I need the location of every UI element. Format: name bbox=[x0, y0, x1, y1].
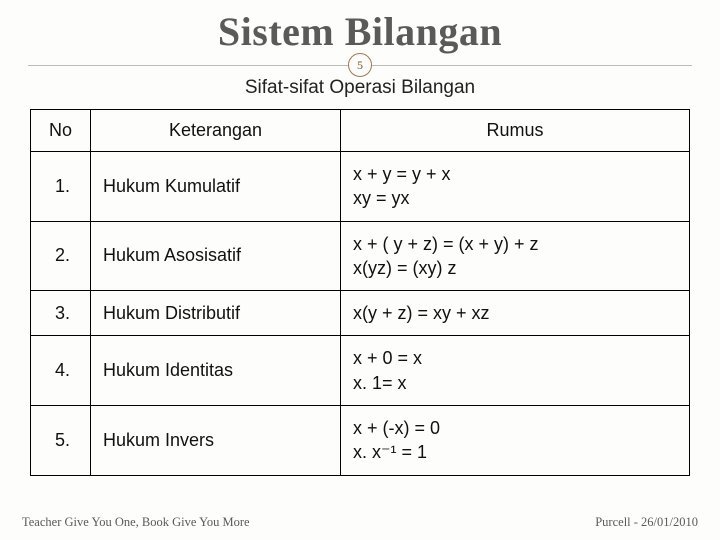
cell-rumus: x(y + z) = xy + xz bbox=[341, 291, 690, 336]
cell-keterangan: Hukum Identitas bbox=[91, 336, 341, 406]
cell-keterangan: Hukum Invers bbox=[91, 406, 341, 476]
col-header-keterangan: Keterangan bbox=[91, 110, 341, 152]
formula-line: x. 1= x bbox=[353, 371, 681, 395]
table-row: 2. Hukum Asosisatif x + ( y + z) = (x + … bbox=[31, 221, 690, 291]
cell-rumus: x + 0 = x x. 1= x bbox=[341, 336, 690, 406]
formula-line: x + (-x) = 0 bbox=[353, 416, 681, 440]
formula-line: x + ( y + z) = (x + y) + z bbox=[353, 232, 681, 256]
cell-rumus: x + ( y + z) = (x + y) + z x(yz) = (xy) … bbox=[341, 221, 690, 291]
formula-line: x. x⁻¹ = 1 bbox=[353, 440, 681, 464]
cell-keterangan: Hukum Kumulatif bbox=[91, 152, 341, 222]
table-row: 1. Hukum Kumulatif x + y = y + x xy = yx bbox=[31, 152, 690, 222]
cell-no: 1. bbox=[31, 152, 91, 222]
page-number-badge: 5 bbox=[348, 53, 372, 77]
footer-right: Purcell - 26/01/2010 bbox=[595, 515, 698, 530]
footer: Teacher Give You One, Book Give You More… bbox=[22, 515, 698, 530]
cell-rumus: x + (-x) = 0 x. x⁻¹ = 1 bbox=[341, 406, 690, 476]
formula-line: x(y + z) = xy + xz bbox=[353, 301, 681, 325]
properties-table: No Keterangan Rumus 1. Hukum Kumulatif x… bbox=[30, 109, 690, 476]
table-row: 4. Hukum Identitas x + 0 = x x. 1= x bbox=[31, 336, 690, 406]
formula-line: x + 0 = x bbox=[353, 346, 681, 370]
page-title: Sistem Bilangan bbox=[0, 0, 720, 55]
title-rule: 5 bbox=[0, 53, 720, 79]
footer-left: Teacher Give You One, Book Give You More bbox=[22, 515, 250, 530]
cell-rumus: x + y = y + x xy = yx bbox=[341, 152, 690, 222]
table-header-row: No Keterangan Rumus bbox=[31, 110, 690, 152]
formula-line: xy = yx bbox=[353, 186, 681, 210]
col-header-rumus: Rumus bbox=[341, 110, 690, 152]
cell-no: 2. bbox=[31, 221, 91, 291]
table-row: 3. Hukum Distributif x(y + z) = xy + xz bbox=[31, 291, 690, 336]
cell-no: 5. bbox=[31, 406, 91, 476]
cell-no: 4. bbox=[31, 336, 91, 406]
cell-keterangan: Hukum Asosisatif bbox=[91, 221, 341, 291]
subtitle: Sifat-sifat Operasi Bilangan bbox=[0, 77, 720, 99]
formula-line: x + y = y + x bbox=[353, 162, 681, 186]
cell-keterangan: Hukum Distributif bbox=[91, 291, 341, 336]
formula-line: x(yz) = (xy) z bbox=[353, 256, 681, 280]
table-row: 5. Hukum Invers x + (-x) = 0 x. x⁻¹ = 1 bbox=[31, 406, 690, 476]
col-header-no: No bbox=[31, 110, 91, 152]
cell-no: 3. bbox=[31, 291, 91, 336]
